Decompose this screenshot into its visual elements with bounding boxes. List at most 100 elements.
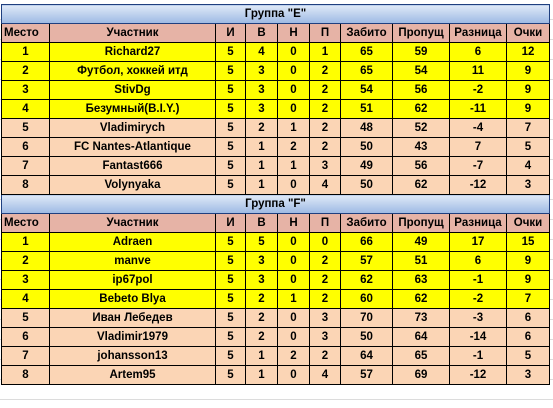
cell-diff[interactable]: -2 bbox=[449, 80, 507, 100]
cell-scored[interactable]: 50 bbox=[340, 137, 393, 157]
header-points[interactable]: Очки bbox=[505, 213, 551, 233]
header-diff[interactable]: Разница bbox=[449, 213, 507, 233]
cell-games[interactable]: 5 bbox=[215, 61, 246, 81]
cell-player[interactable]: Безумный(B.I.Y.) bbox=[49, 99, 216, 119]
cell-games[interactable]: 5 bbox=[215, 327, 246, 347]
cell-wins[interactable]: 1 bbox=[245, 137, 278, 157]
header-games[interactable]: И bbox=[215, 23, 246, 43]
cell-wins[interactable]: 5 bbox=[245, 232, 278, 252]
cell-place[interactable]: 8 bbox=[1, 175, 50, 195]
cell-place[interactable]: 8 bbox=[1, 365, 50, 385]
cell-wins[interactable]: 2 bbox=[245, 308, 278, 328]
cell-diff[interactable]: -1 bbox=[449, 270, 507, 290]
cell-losses[interactable]: 3 bbox=[309, 327, 341, 347]
header-losses[interactable]: П bbox=[309, 23, 341, 43]
cell-place[interactable]: 2 bbox=[1, 251, 50, 271]
cell-points[interactable]: 12 bbox=[505, 42, 551, 62]
cell-losses[interactable]: 0 bbox=[309, 232, 341, 252]
cell-player[interactable]: Футбол, хоккей итд bbox=[49, 61, 216, 81]
cell-conceded[interactable]: 54 bbox=[392, 61, 450, 81]
cell-points[interactable]: 6 bbox=[505, 308, 551, 328]
cell-conceded[interactable]: 64 bbox=[392, 327, 450, 347]
cell-points[interactable]: 7 bbox=[505, 118, 551, 138]
cell-wins[interactable]: 2 bbox=[245, 327, 278, 347]
cell-diff[interactable]: -14 bbox=[449, 327, 507, 347]
cell-player[interactable]: Adraen bbox=[49, 232, 216, 252]
cell-diff[interactable]: -4 bbox=[449, 118, 507, 138]
cell-games[interactable]: 5 bbox=[215, 270, 246, 290]
cell-place[interactable]: 2 bbox=[1, 61, 50, 81]
cell-games[interactable]: 5 bbox=[215, 365, 246, 385]
cell-draws[interactable]: 0 bbox=[277, 175, 310, 195]
cell-games[interactable]: 5 bbox=[215, 346, 246, 366]
cell-points[interactable]: 7 bbox=[505, 289, 551, 309]
cell-draws[interactable]: 0 bbox=[277, 327, 310, 347]
cell-scored[interactable]: 66 bbox=[340, 232, 393, 252]
cell-scored[interactable]: 54 bbox=[340, 80, 393, 100]
group-title[interactable]: Группа "E" bbox=[0, 4, 551, 24]
cell-player[interactable]: StivDg bbox=[49, 80, 216, 100]
cell-wins[interactable]: 2 bbox=[245, 118, 278, 138]
cell-points[interactable]: 15 bbox=[505, 232, 551, 252]
cell-conceded[interactable]: 62 bbox=[392, 99, 450, 119]
cell-wins[interactable]: 1 bbox=[245, 346, 278, 366]
cell-draws[interactable]: 0 bbox=[277, 61, 310, 81]
cell-draws[interactable]: 0 bbox=[277, 42, 310, 62]
cell-losses[interactable]: 2 bbox=[309, 251, 341, 271]
cell-player[interactable]: Bebeto Blya bbox=[49, 289, 216, 309]
cell-points[interactable]: 5 bbox=[505, 137, 551, 157]
cell-losses[interactable]: 2 bbox=[309, 99, 341, 119]
cell-games[interactable]: 5 bbox=[215, 137, 246, 157]
cell-losses[interactable]: 3 bbox=[309, 308, 341, 328]
cell-points[interactable]: 9 bbox=[505, 80, 551, 100]
cell-wins[interactable]: 3 bbox=[245, 251, 278, 271]
header-wins[interactable]: В bbox=[245, 23, 278, 43]
cell-scored[interactable]: 50 bbox=[340, 327, 393, 347]
cell-place[interactable]: 5 bbox=[1, 308, 50, 328]
header-games[interactable]: И bbox=[215, 213, 246, 233]
cell-player[interactable]: Volynyaka bbox=[49, 175, 216, 195]
cell-scored[interactable]: 65 bbox=[340, 61, 393, 81]
cell-points[interactable]: 4 bbox=[505, 156, 551, 176]
cell-conceded[interactable]: 49 bbox=[392, 232, 450, 252]
cell-points[interactable]: 9 bbox=[505, 251, 551, 271]
cell-draws[interactable]: 0 bbox=[277, 308, 310, 328]
cell-player[interactable]: Vladimir1979 bbox=[49, 327, 216, 347]
cell-losses[interactable]: 3 bbox=[309, 156, 341, 176]
cell-place[interactable]: 6 bbox=[1, 137, 50, 157]
cell-draws[interactable]: 2 bbox=[277, 346, 310, 366]
cell-player[interactable]: FC Nantes-Atlantique bbox=[49, 137, 216, 157]
cell-draws[interactable]: 1 bbox=[277, 118, 310, 138]
cell-conceded[interactable]: 63 bbox=[392, 270, 450, 290]
cell-points[interactable]: 9 bbox=[505, 61, 551, 81]
cell-games[interactable]: 5 bbox=[215, 156, 246, 176]
cell-draws[interactable]: 0 bbox=[277, 365, 310, 385]
cell-player[interactable]: johansson13 bbox=[49, 346, 216, 366]
header-draws[interactable]: Н bbox=[277, 23, 310, 43]
header-losses[interactable]: П bbox=[309, 213, 341, 233]
cell-draws[interactable]: 0 bbox=[277, 232, 310, 252]
cell-place[interactable]: 1 bbox=[1, 42, 50, 62]
header-player[interactable]: Участник bbox=[49, 213, 216, 233]
header-draws[interactable]: Н bbox=[277, 213, 310, 233]
cell-diff[interactable]: 6 bbox=[449, 42, 507, 62]
cell-losses[interactable]: 2 bbox=[309, 80, 341, 100]
header-scored[interactable]: Забито bbox=[340, 23, 393, 43]
cell-draws[interactable]: 0 bbox=[277, 251, 310, 271]
cell-conceded[interactable]: 62 bbox=[392, 289, 450, 309]
cell-diff[interactable]: 17 bbox=[449, 232, 507, 252]
cell-points[interactable]: 6 bbox=[505, 327, 551, 347]
cell-conceded[interactable]: 52 bbox=[392, 118, 450, 138]
cell-scored[interactable]: 64 bbox=[340, 346, 393, 366]
cell-draws[interactable]: 2 bbox=[277, 137, 310, 157]
cell-scored[interactable]: 65 bbox=[340, 42, 393, 62]
cell-scored[interactable]: 50 bbox=[340, 175, 393, 195]
cell-diff[interactable]: -12 bbox=[449, 175, 507, 195]
header-scored[interactable]: Забито bbox=[340, 213, 393, 233]
cell-place[interactable]: 4 bbox=[1, 289, 50, 309]
cell-draws[interactable]: 1 bbox=[277, 289, 310, 309]
cell-losses[interactable]: 2 bbox=[309, 346, 341, 366]
cell-scored[interactable]: 60 bbox=[340, 289, 393, 309]
cell-scored[interactable]: 49 bbox=[340, 156, 393, 176]
cell-place[interactable]: 3 bbox=[1, 270, 50, 290]
